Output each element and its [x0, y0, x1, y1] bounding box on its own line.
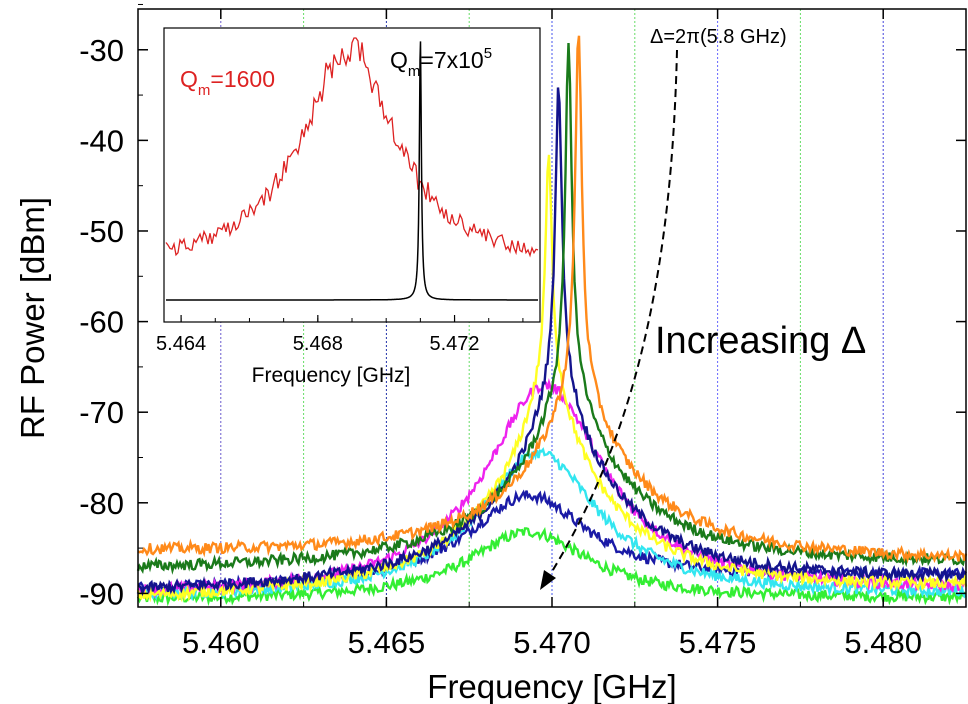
- y-tick-label: -30: [79, 33, 124, 68]
- main-plot: 5.460 5.465 5.470 5.475 5.480 -30 -40 -50 -60 -7…: [14, 3, 968, 704]
- spectrum-line: [136, 154, 968, 603]
- spectrum-line: [137, 87, 967, 597]
- y-tick-label: -50: [79, 214, 124, 249]
- inset-black-line: [166, 41, 538, 301]
- inset-x-tick-label: 5.464: [156, 333, 206, 355]
- x-tick-label: 5.470: [513, 625, 591, 660]
- inset-legend-black-rest: =7x10: [420, 47, 483, 73]
- inset-legend-black-sub: m: [408, 63, 421, 80]
- x-axis-label: Frequency [GHz]: [427, 668, 676, 704]
- y-tick-label: -90: [79, 576, 124, 611]
- y-axis-label: RF Power [dBm]: [14, 197, 51, 439]
- inset-plot: 5.464 5.468 5.472 Frequency [GHz] Qm=1600 …: [156, 27, 541, 387]
- inset-legend-red-sub: m: [198, 82, 211, 99]
- y-tick-label: -70: [79, 395, 124, 430]
- inset-legend-black: Qm=7x105: [390, 45, 492, 80]
- inset-legend-black-sup: 5: [484, 45, 492, 62]
- x-axis-ticks: 5.460 5.465 5.470 5.475 5.480: [137, 9, 967, 660]
- y-tick-label: -80: [79, 486, 124, 521]
- inset-x-axis-label: Frequency [GHz]: [252, 364, 411, 387]
- detuning-label: Δ=2π(5.8 GHz): [650, 26, 787, 48]
- increasing-label: Increasing Δ: [655, 320, 866, 362]
- inset-background: [164, 28, 540, 322]
- inset-legend-black-main: Q: [390, 47, 408, 73]
- spectrum-line: [136, 43, 967, 575]
- spectrum-line: [137, 35, 968, 564]
- inset-legend-red-main: Q: [180, 66, 198, 92]
- inset-series: [165, 37, 539, 301]
- inset-red-line: [165, 37, 539, 258]
- spectrum-series: [136, 35, 968, 607]
- spectrum-line: [136, 527, 967, 607]
- inset-legend-red: Qm=1600: [180, 66, 275, 99]
- inset-x-ticks: 5.464 5.468 5.472: [156, 315, 524, 355]
- x-tick-label: 5.465: [348, 625, 426, 660]
- x-tick-label: 5.475: [679, 625, 757, 660]
- spectrum-line: [136, 447, 967, 602]
- inset-x-tick-label: 5.468: [293, 333, 343, 355]
- y-axis-ticks: -30 -40 -50 -60 -70 -80 -90: [79, 3, 966, 611]
- inset-x-tick-label: 5.472: [430, 333, 480, 355]
- x-tick-label: 5.460: [182, 625, 260, 660]
- arrow-head-icon: [540, 570, 556, 590]
- y-tick-label: -60: [79, 305, 124, 340]
- x-tick-label: 5.480: [844, 625, 922, 660]
- y-tick-label: -40: [79, 123, 124, 158]
- detuning-arrow: [547, 49, 678, 579]
- inset-legend-red-rest: =1600: [210, 66, 275, 92]
